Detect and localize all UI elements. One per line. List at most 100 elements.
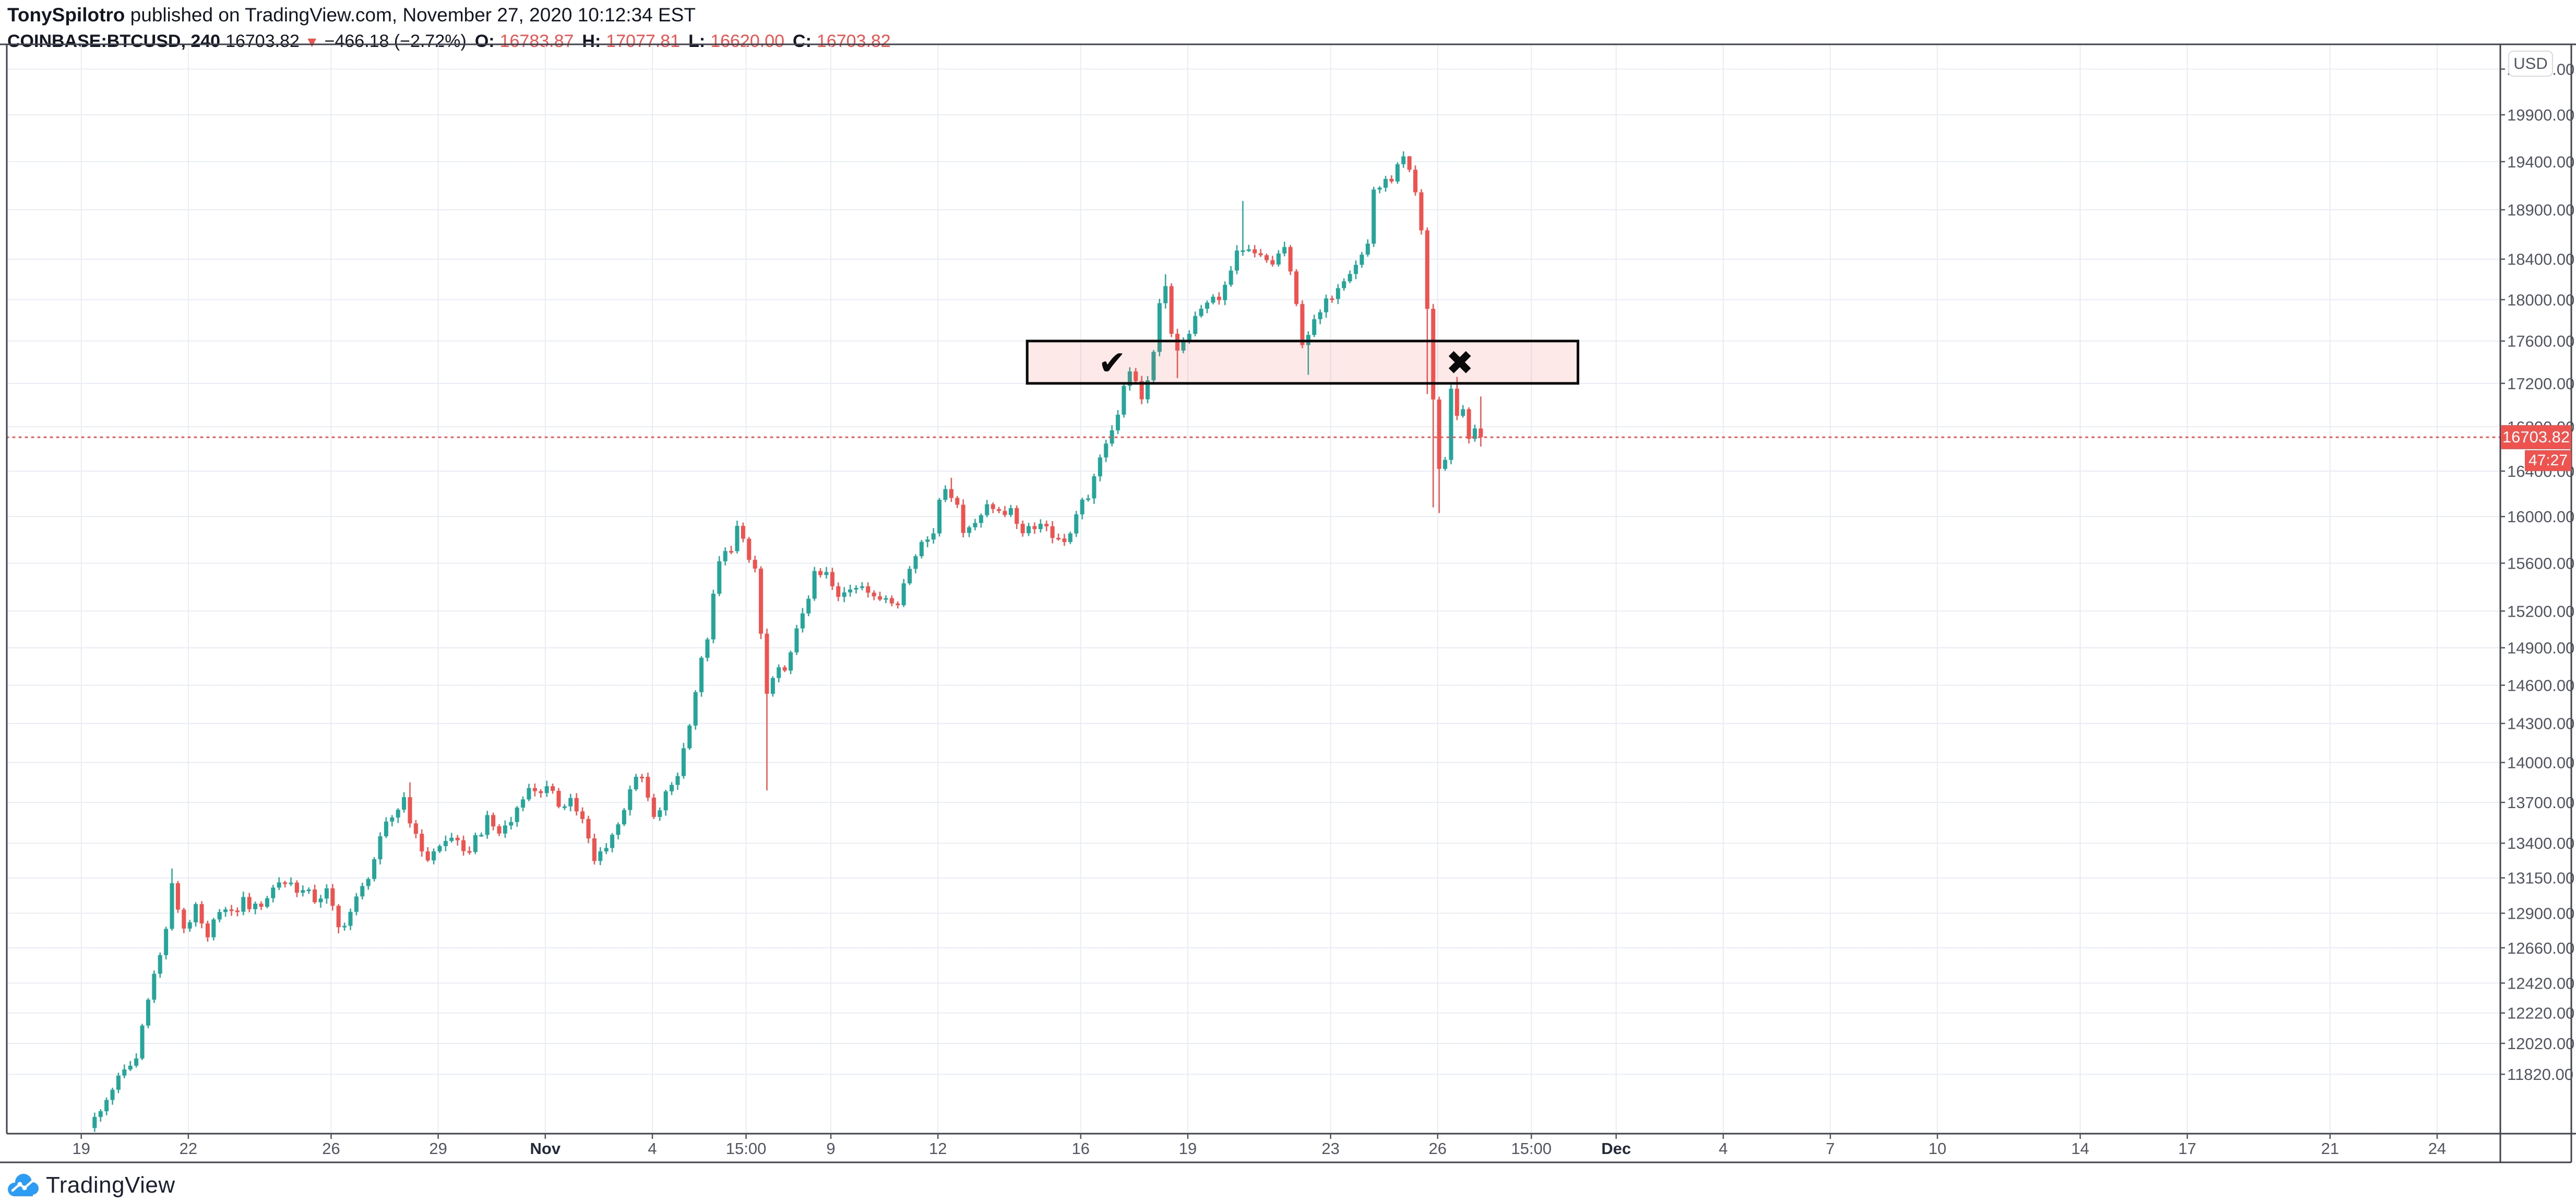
candle-body-up [1443,460,1448,469]
price-tick-label[interactable]: 12220.00 [2507,1004,2574,1023]
candle-body-down [1169,286,1174,334]
close-value: 16703.82 [816,31,891,52]
candle-body-down [1419,192,1424,231]
candle-body-down [1431,309,1436,400]
price-tick-label[interactable]: 18900.00 [2507,201,2574,219]
time-tick-label[interactable]: 15:00 [726,1139,767,1158]
candle-body-down [413,823,418,834]
candle-body-down [1437,399,1441,469]
tradingview-logo-link[interactable]: TradingView [7,1171,175,1200]
candle-body-up [146,1000,150,1026]
candle-body-up [515,807,519,822]
price-tick-label[interactable]: 11820.00 [2507,1065,2573,1084]
price-tick-label[interactable]: 13700.00 [2507,794,2574,812]
candle-body-up [211,919,216,937]
cross-mark-annotation[interactable]: ✖ [1446,344,1474,382]
candle-body-up [437,846,442,851]
candle-body-up [390,817,395,822]
price-tick-label[interactable]: 19900.00 [2507,106,2574,124]
candle-body-up [1074,514,1079,534]
time-tick-label[interactable]: 19 [72,1139,90,1158]
time-tick-label[interactable]: 4 [1719,1139,1727,1158]
candle-body-down [955,498,960,505]
price-tick-label[interactable]: 12900.00 [2507,904,2574,922]
candle-body-up [884,598,888,600]
time-tick-label[interactable]: Nov [530,1139,561,1158]
price-tick-label[interactable]: 17200.00 [2507,375,2574,393]
last-price-axis-label: 16703.82 [2501,425,2571,450]
time-tick-label[interactable]: 26 [1429,1139,1447,1158]
candle-body-up [116,1075,121,1090]
time-tick-label[interactable]: 17 [2178,1139,2196,1158]
candle-body-down [1294,271,1299,304]
candle-body-up [979,515,983,523]
candle-body-up [777,667,781,678]
symbol-interval[interactable]: COINBASE:BTCUSD, 240 [7,31,221,52]
resistance-zone-box[interactable] [1025,340,1580,385]
time-tick-label[interactable]: Dec [1601,1139,1631,1158]
candle-body-up [544,786,549,794]
time-tick-label[interactable]: 21 [2321,1139,2339,1158]
candle-body-down [425,851,430,861]
candle-body-up [122,1069,127,1076]
candle-body-down [1270,260,1275,265]
time-tick-label[interactable]: 10 [1928,1139,1946,1158]
price-tick-label[interactable]: 15200.00 [2507,602,2574,620]
candle-body-up [1401,156,1406,164]
price-change: −466.18 (−2.72%) [324,31,467,52]
time-tick-label[interactable]: 4 [648,1139,657,1158]
time-tick-label[interactable]: 22 [180,1139,197,1158]
time-tick-label[interactable]: 14 [2071,1139,2089,1158]
time-tick-label[interactable]: 7 [1826,1139,1835,1158]
candle-body-down [1389,179,1394,182]
low-value: 16620.00 [710,31,785,52]
candle-body-down [896,603,900,606]
price-tick-label[interactable]: 12660.00 [2507,939,2574,957]
price-tick-label[interactable]: 14000.00 [2507,754,2574,772]
time-tick-label[interactable]: 15:00 [1511,1139,1552,1158]
candle-body-up [1377,187,1382,190]
time-tick-label[interactable]: 16 [1072,1139,1090,1158]
price-tick-label[interactable]: 14600.00 [2507,676,2574,694]
price-tick-label[interactable]: 12420.00 [2507,974,2574,992]
price-tick-label[interactable]: 19400.00 [2507,153,2574,171]
price-tick-label[interactable]: 14300.00 [2507,715,2574,733]
candle-body-up [1205,303,1210,309]
candle-body-up [717,561,722,594]
price-tick-label[interactable]: 16000.00 [2507,508,2574,526]
price-tick-label[interactable]: 13150.00 [2507,869,2574,887]
price-tick-label[interactable]: 14900.00 [2507,639,2574,657]
time-tick-label[interactable]: 9 [826,1139,835,1158]
check-mark-annotation[interactable]: ✔ [1098,344,1126,382]
tradingview-logo-icon [8,1174,39,1196]
time-tick-label[interactable]: 24 [2428,1139,2446,1158]
candle-body-up [1229,270,1233,285]
candle-body-up [1347,274,1352,282]
close-label: C: [793,31,812,52]
candle-body-up [1223,284,1227,300]
candle-body-up [562,806,567,808]
candle-body-up [967,527,972,533]
candle-body-up [98,1111,103,1117]
time-tick-label[interactable]: 26 [322,1139,340,1158]
candle-body-up [194,904,198,922]
price-tick-label[interactable]: 12020.00 [2507,1035,2574,1053]
price-tick-label[interactable]: 18000.00 [2507,291,2574,309]
price-tick-label[interactable]: 17600.00 [2507,332,2574,351]
candle-body-up [794,628,799,653]
time-tick-label[interactable]: 19 [1179,1139,1197,1158]
candle-body-down [247,897,252,909]
candle-body-up [735,525,740,551]
price-tick-label[interactable]: 15600.00 [2507,555,2574,573]
currency-toggle-button[interactable]: USD [2508,51,2553,77]
candle-body-down [1032,526,1037,530]
time-tick-label[interactable]: 12 [929,1139,947,1158]
price-tick-label[interactable]: 18400.00 [2507,250,2574,269]
time-tick-label[interactable]: 23 [1321,1139,1339,1158]
time-tick-label[interactable]: 29 [429,1139,447,1158]
candle-body-up [1116,414,1120,430]
candle-body-up [628,789,633,810]
price-tick-label[interactable]: 13400.00 [2507,834,2574,852]
author-name: TonySpilotro [7,4,125,26]
